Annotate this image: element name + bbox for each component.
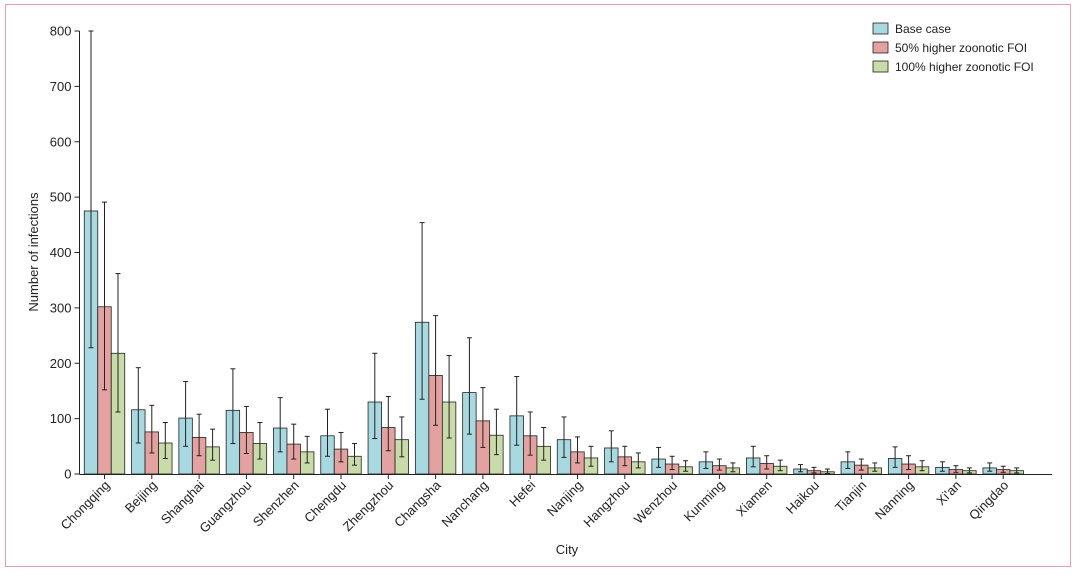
x-ticks: Chongqing BeijingShanghaiGuangzhouShenzhe…: [58, 474, 1011, 536]
legend-label-50-percent: 50% higher zoonotic FOI: [895, 41, 1027, 55]
x-tick-label: Beijing: [122, 478, 160, 516]
x-tick-label: Hangzhou: [580, 478, 633, 531]
x-tick-label: Zhengzhou: [340, 478, 397, 535]
x-tick-label: Chongqing: [58, 478, 113, 533]
bars-layer: [83, 30, 1024, 475]
x-tick-label: Kunming: [681, 478, 728, 525]
legend-swatch-100-percent: [872, 60, 889, 73]
legend: Base case 50% higher zoonotic FOI 100% h…: [872, 22, 1034, 74]
y-tick-label: 700: [50, 79, 72, 94]
x-tick-label: Shenzhen: [250, 478, 302, 530]
x-tick-label: Wenzhou: [631, 478, 680, 527]
legend-swatch-50-percent: [872, 41, 889, 54]
y-tick-label: 300: [50, 300, 72, 315]
x-tick-label: Nanchang: [438, 478, 491, 531]
legend-swatch-base-case: [872, 22, 889, 35]
x-axis-title: City: [556, 542, 579, 557]
x-tick-label: Xiamen: [733, 478, 775, 520]
legend-label-base-case: Base case: [895, 22, 951, 36]
y-tick-label: 600: [50, 134, 72, 149]
y-tick-label: 100: [50, 411, 72, 426]
y-tick-label: 0: [64, 467, 71, 482]
y-tick-label: 200: [50, 356, 72, 371]
x-tick-label: Nanning: [872, 478, 917, 523]
x-tick-label: Nanjing: [544, 478, 586, 520]
y-tick-label: 400: [50, 245, 72, 260]
x-tick-label: Changsha: [391, 477, 444, 530]
x-tick-label: Chengdu: [301, 478, 349, 526]
axes-layer: [79, 31, 1052, 475]
y-axis-title: Number of infections: [26, 192, 41, 312]
x-tick-label: Tianjin: [832, 478, 869, 515]
y-tick-label: 500: [50, 190, 72, 205]
legend-label-100-percent: 100% higher zoonotic FOI: [895, 60, 1034, 74]
x-tick-label: Xi'an: [933, 478, 964, 509]
x-tick-label: Qingdao: [966, 478, 1011, 523]
y-ticks: 0 100 200 300 400 500 600 700 800: [50, 24, 80, 482]
x-tick-label: Hefei: [506, 477, 538, 509]
y-tick-label: 800: [50, 24, 72, 39]
x-tick-label: Shanghai: [158, 477, 208, 527]
x-tick-label: Haikou: [783, 478, 822, 517]
